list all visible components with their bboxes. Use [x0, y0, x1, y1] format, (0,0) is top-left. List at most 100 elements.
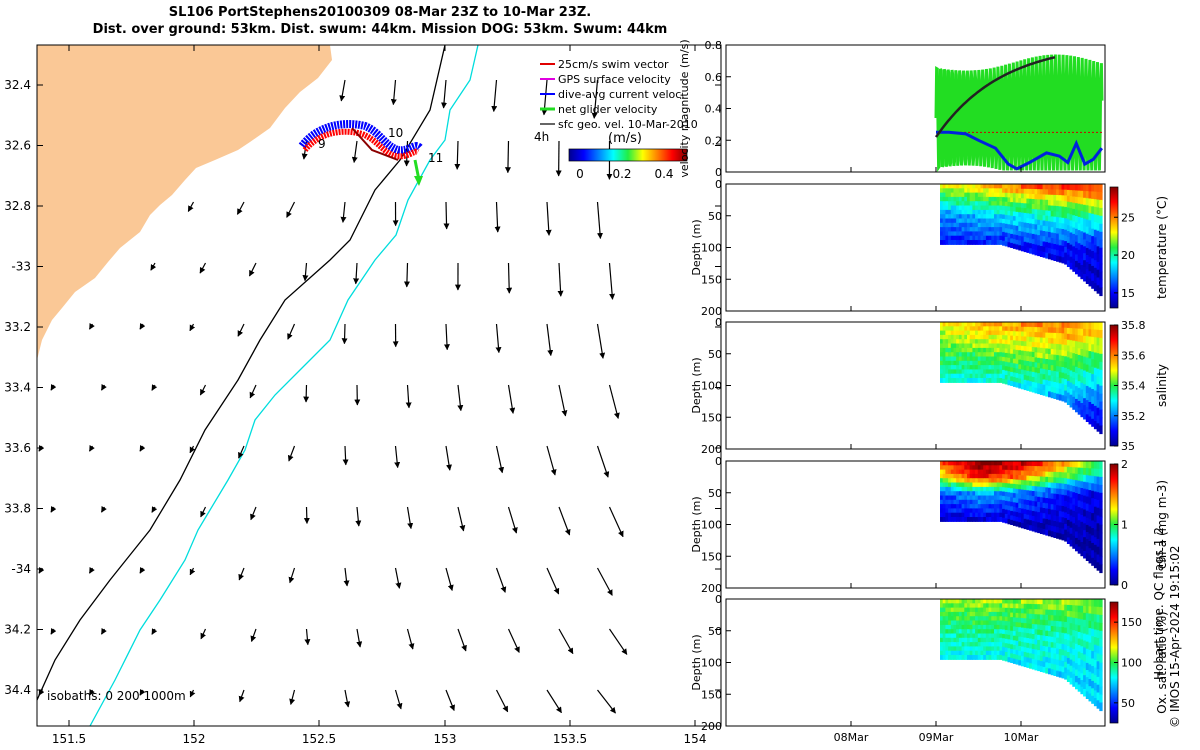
- profile-sample: [1080, 244, 1084, 253]
- profile-sample: [964, 218, 968, 224]
- profile-sample: [953, 599, 957, 604]
- profile-sample: [1042, 625, 1046, 631]
- profile-sample: [988, 512, 992, 518]
- profile-sample: [1061, 251, 1065, 258]
- profile-sample: [940, 461, 944, 466]
- profile-sample: [1096, 322, 1100, 331]
- profile-sample: [1050, 520, 1054, 527]
- profile-sample: [1080, 474, 1084, 482]
- profile-sample: [1002, 322, 1006, 327]
- profile-sample: [1099, 614, 1103, 624]
- profile-sample: [1037, 507, 1041, 513]
- profile-sample: [969, 491, 973, 497]
- profile-sample: [1053, 631, 1057, 638]
- profile-sample: [961, 188, 965, 194]
- profile-sample: [964, 499, 968, 505]
- profile-sample: [1085, 276, 1090, 284]
- profile-sample: [1077, 203, 1081, 211]
- profile-sample: [950, 482, 955, 488]
- profile-sample: [1064, 506, 1068, 513]
- profile-sample: [1023, 217, 1027, 224]
- profile-sample: [975, 227, 979, 232]
- profile-sample: [1088, 220, 1092, 229]
- profile-sample: [1093, 405, 1098, 414]
- profile-sample: [945, 650, 949, 656]
- profile-sample: [1002, 616, 1006, 622]
- profile-sample: [1048, 248, 1052, 254]
- profile-sample: [969, 360, 973, 366]
- profile-sample: [1004, 361, 1009, 367]
- profile-sample: [996, 469, 1000, 475]
- profile-sample: [1077, 210, 1081, 218]
- profile-sample: [1080, 211, 1084, 219]
- profile-sample: [1093, 468, 1098, 477]
- profile-sample: [945, 240, 949, 245]
- profile-sample: [945, 486, 949, 492]
- profile-sample: [999, 352, 1003, 358]
- profile-sample: [964, 603, 968, 609]
- profile-sample: [1002, 326, 1006, 332]
- profile-sample: [983, 205, 987, 211]
- profile-sample: [994, 603, 998, 609]
- profile-sample: [1048, 253, 1052, 260]
- profile-sample: [1042, 384, 1046, 391]
- profile-sample: [1029, 633, 1033, 639]
- profile-sample: [1048, 461, 1052, 467]
- profile-sample: [1021, 608, 1025, 614]
- profile-sample: [1072, 485, 1076, 493]
- profile-sample: [1083, 218, 1087, 227]
- profile-sample: [1066, 327, 1071, 335]
- depth-tick-label: 50: [708, 487, 722, 500]
- profile-sample: [967, 616, 971, 622]
- profile-sample: [1045, 332, 1049, 339]
- profile-sample: [1034, 372, 1038, 379]
- profile-sample: [1072, 617, 1076, 625]
- profile-sample: [1085, 620, 1090, 628]
- profile-sample: [1093, 506, 1098, 515]
- profile-sample: [1099, 492, 1103, 502]
- profile-sample: [994, 373, 998, 379]
- profile-sample: [1007, 474, 1011, 480]
- profile-sample: [942, 334, 946, 340]
- profile-sample: [958, 339, 963, 345]
- profile-sample: [948, 646, 952, 652]
- profile-sample: [996, 624, 1000, 630]
- profile-sample: [994, 188, 998, 194]
- profile-sample: [1034, 194, 1038, 200]
- profile-sample: [961, 356, 965, 362]
- profile-sample: [999, 461, 1003, 466]
- profile-sample: [1007, 461, 1011, 467]
- profile-sample: [1042, 199, 1046, 206]
- profile-sample: [1029, 341, 1033, 348]
- profile-sample: [1029, 485, 1033, 492]
- profile-sample: [1034, 377, 1038, 384]
- velocity-vector: [403, 262, 410, 288]
- profile-sample: [1083, 260, 1087, 268]
- track-label-9: 9: [318, 137, 326, 151]
- profile-sample: [1010, 599, 1014, 605]
- profile-sample: [940, 369, 944, 375]
- profile-sample: [983, 222, 987, 228]
- velocity-ytick-label: 0.8: [705, 39, 723, 52]
- profile-sample: [1010, 349, 1014, 355]
- profile-sample: [1039, 640, 1044, 647]
- profile-sample: [1083, 342, 1087, 351]
- profile-sample: [1023, 489, 1027, 496]
- profile-sample: [1029, 233, 1033, 239]
- profile-sample: [1048, 391, 1052, 398]
- profile-sample: [945, 184, 949, 189]
- profile-sample: [948, 235, 952, 241]
- profile-sample: [1015, 193, 1019, 199]
- profile-sample: [1048, 200, 1052, 206]
- colorbar-tick-0: 0: [576, 167, 584, 181]
- profile-sample: [1045, 599, 1049, 605]
- profile-sample: [956, 369, 960, 375]
- profile-sample: [1012, 363, 1017, 369]
- profile-sample: [1042, 656, 1046, 663]
- profile-sample: [994, 616, 998, 622]
- profile-sample: [969, 633, 973, 639]
- profile-sample: [940, 491, 944, 497]
- profile-sample: [1075, 643, 1079, 651]
- profile-sample: [1034, 224, 1038, 231]
